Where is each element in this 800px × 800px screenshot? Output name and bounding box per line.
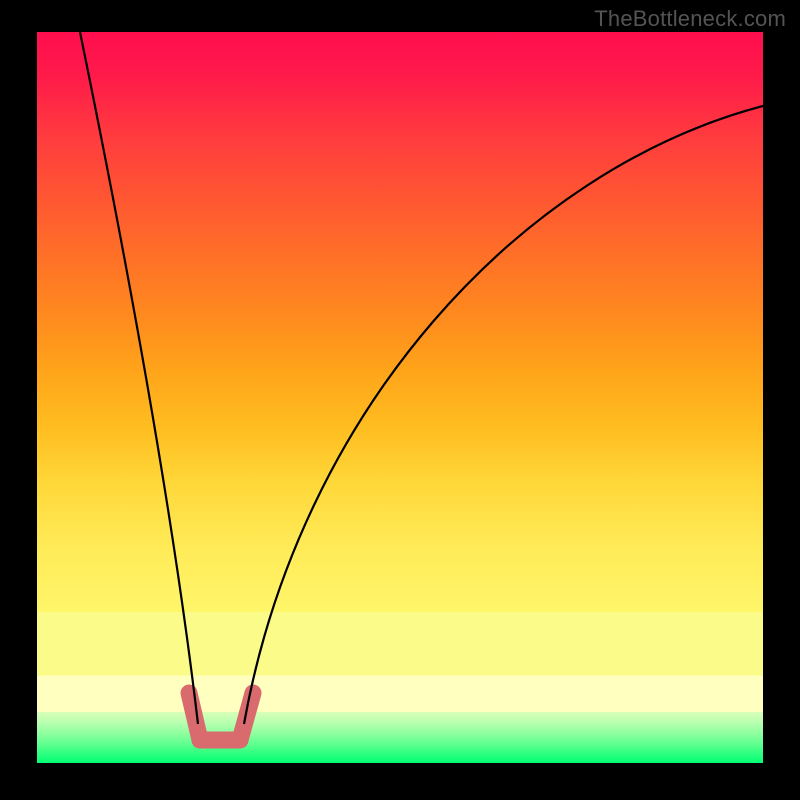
plot-background bbox=[37, 32, 763, 763]
watermark-text: TheBottleneck.com bbox=[594, 6, 786, 32]
bottleneck-curve-chart bbox=[0, 0, 800, 800]
chart-stage: TheBottleneck.com bbox=[0, 0, 800, 800]
